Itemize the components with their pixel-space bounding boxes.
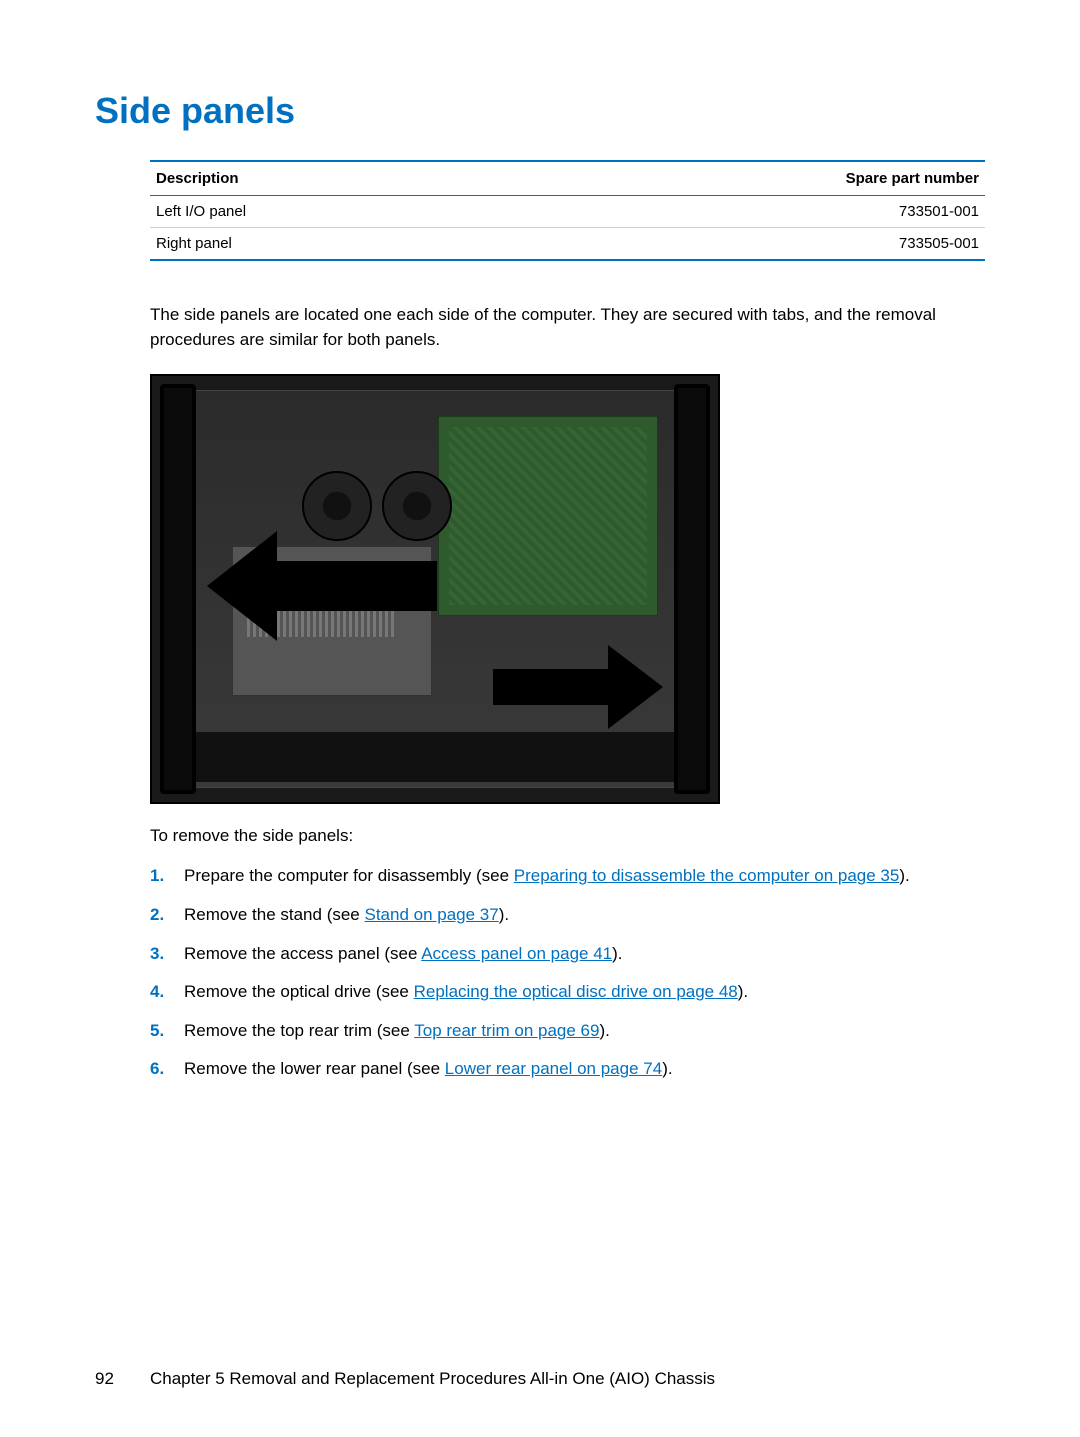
step-post: ). [662,1059,672,1078]
xref-link[interactable]: Access panel on page 41 [421,944,612,963]
step-pre: Remove the top rear trim (see [184,1021,414,1040]
section-heading: Side panels [95,90,985,132]
step-post: ). [738,982,748,1001]
step-text: Remove the optical drive (see Replacing … [184,980,748,1005]
list-item: 4. Remove the optical drive (see Replaci… [150,980,985,1005]
step-text: Remove the top rear trim (see Top rear t… [184,1019,610,1044]
cell-part-number: 733505-001 [494,228,985,261]
step-post: ). [599,1021,609,1040]
xref-link[interactable]: Preparing to disassemble the computer on… [514,866,900,885]
step-pre: Remove the stand (see [184,905,364,924]
list-item: 2. Remove the stand (see Stand on page 3… [150,903,985,928]
page-footer: 92 Chapter 5 Removal and Replacement Pro… [95,1369,985,1389]
step-post: ). [899,866,909,885]
step-number: 4. [150,980,184,1005]
left-side-panel-callout [160,384,196,794]
parts-table-container: Description Spare part number Left I/O p… [150,160,985,261]
list-item: 3. Remove the access panel (see Access p… [150,942,985,967]
step-number: 3. [150,942,184,967]
chassis-figure [150,374,720,804]
arrow-left-icon [207,526,437,646]
xref-link[interactable]: Stand on page 37 [364,905,498,924]
cell-description: Left I/O panel [150,196,494,228]
step-number: 5. [150,1019,184,1044]
xref-link[interactable]: Lower rear panel on page 74 [445,1059,662,1078]
step-post: ). [499,905,509,924]
list-item: 6. Remove the lower rear panel (see Lowe… [150,1057,985,1082]
right-side-panel-callout [674,384,710,794]
step-pre: Remove the optical drive (see [184,982,414,1001]
intro-paragraph: The side panels are located one each sid… [150,303,985,352]
step-text: Remove the access panel (see Access pane… [184,942,623,967]
step-post: ). [612,944,622,963]
document-page: Side panels Description Spare part numbe… [0,0,1080,1437]
step-number: 6. [150,1057,184,1082]
table-row: Left I/O panel 733501-001 [150,196,985,228]
col-description: Description [150,161,494,196]
step-text: Remove the stand (see Stand on page 37). [184,903,509,928]
xref-link[interactable]: Replacing the optical disc drive on page… [414,982,738,1001]
step-text: Remove the lower rear panel (see Lower r… [184,1057,673,1082]
list-item: 5. Remove the top rear trim (see Top rea… [150,1019,985,1044]
chapter-title: Chapter 5 Removal and Replacement Proced… [150,1369,715,1389]
step-pre: Prepare the computer for disassembly (se… [184,866,514,885]
step-pre: Remove the lower rear panel (see [184,1059,445,1078]
cell-part-number: 733501-001 [494,196,985,228]
mainboard-graphic [438,416,658,616]
bottom-bar-graphic [182,732,688,782]
removal-steps-list: 1. Prepare the computer for disassembly … [150,864,985,1082]
spare-parts-table: Description Spare part number Left I/O p… [150,160,985,261]
step-text: Prepare the computer for disassembly (se… [184,864,910,889]
table-header-row: Description Spare part number [150,161,985,196]
page-number: 92 [95,1369,150,1389]
col-spare-part-number: Spare part number [494,161,985,196]
steps-lead-in: To remove the side panels: [150,826,985,846]
step-number: 2. [150,903,184,928]
step-pre: Remove the access panel (see [184,944,421,963]
cell-description: Right panel [150,228,494,261]
step-number: 1. [150,864,184,889]
list-item: 1. Prepare the computer for disassembly … [150,864,985,889]
xref-link[interactable]: Top rear trim on page 69 [414,1021,599,1040]
table-row: Right panel 733505-001 [150,228,985,261]
arrow-right-icon [493,642,663,732]
